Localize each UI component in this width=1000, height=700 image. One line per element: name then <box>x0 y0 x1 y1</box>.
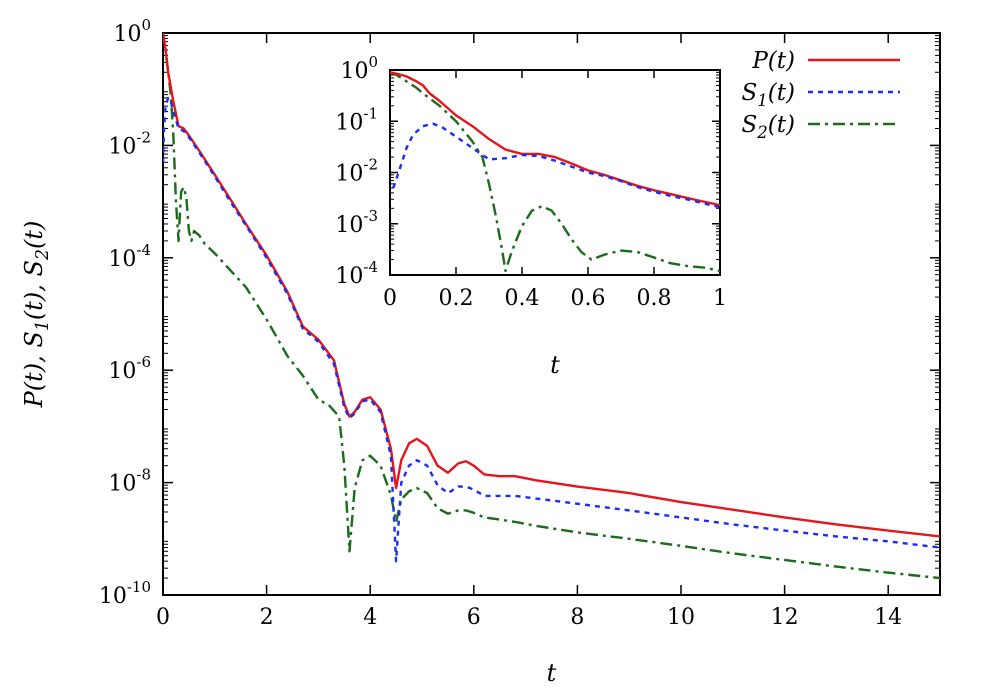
inset-xtick-label: 0 <box>383 286 397 311</box>
inset-series-s2t <box>390 71 720 273</box>
main-ytick-label: 10-4 <box>108 241 151 272</box>
inset-xtick-label: 0.6 <box>571 286 606 311</box>
main-plot: 0 2 4 6 8 10 12 1410010-210-410-610-810-10tP(t)… <box>20 16 941 687</box>
main-series-s1t <box>163 96 940 563</box>
main-ytick-label: 10-2 <box>108 128 151 159</box>
inset-plot: 0 0.2 0.4 0.6 0.8 1 100 10-1 10-2 10-3 10-4 t <box>335 53 727 379</box>
main-series-s2t <box>163 33 940 580</box>
main-xtick-label: 8 <box>570 605 584 630</box>
inset-ytick-label: 10-1 <box>335 104 378 135</box>
main-ytick-label: 10-6 <box>108 353 151 384</box>
main-series-pt <box>163 33 940 538</box>
inset-series-group <box>390 71 720 273</box>
main-xtick-label: 12 <box>771 605 799 630</box>
legend: P(t) S1(t)S2(t) <box>742 48 900 142</box>
inset-ytick-label: 10-2 <box>335 156 378 187</box>
inset-xtick-label: 0.2 <box>439 286 474 311</box>
inset-ytick-label: 10-4 <box>335 258 378 289</box>
main-xtick-label: 14 <box>874 605 902 630</box>
legend-label-pt: P(t) <box>751 48 795 74</box>
legend-label-s2t: S2(t) <box>742 112 796 142</box>
main-xtick-label: 10 <box>667 605 695 630</box>
inset-series-pt <box>390 71 720 207</box>
main-xtick-label: 4 <box>363 605 377 630</box>
inset-series-s1t <box>392 122 720 209</box>
inset-ytick-label: 100 <box>340 53 378 84</box>
main-xtick-label: 0 <box>156 605 170 630</box>
legend-label-s1t: S1(t) <box>742 80 796 110</box>
main-frame <box>162 32 941 596</box>
inset-xtick-label: 0.4 <box>505 286 540 311</box>
main-ylabel: P(t), S1(t), S2(t) <box>20 221 53 409</box>
main-ytick-label: 100 <box>113 16 151 47</box>
main-xtick-label: 2 <box>260 605 274 630</box>
main-ytick-label: 10-8 <box>108 466 151 497</box>
inset-xtick-label: 0.8 <box>637 286 672 311</box>
inset-ytick-label: 10-3 <box>335 207 378 238</box>
inset-xtick-label: 1 <box>713 286 727 311</box>
main-ytick-label: 10-10 <box>99 578 151 609</box>
main-series-group <box>163 33 940 580</box>
main-xlabel: t <box>547 659 557 687</box>
main-xtick-label: 6 <box>467 605 481 630</box>
inset-xlabel: t <box>550 351 560 379</box>
